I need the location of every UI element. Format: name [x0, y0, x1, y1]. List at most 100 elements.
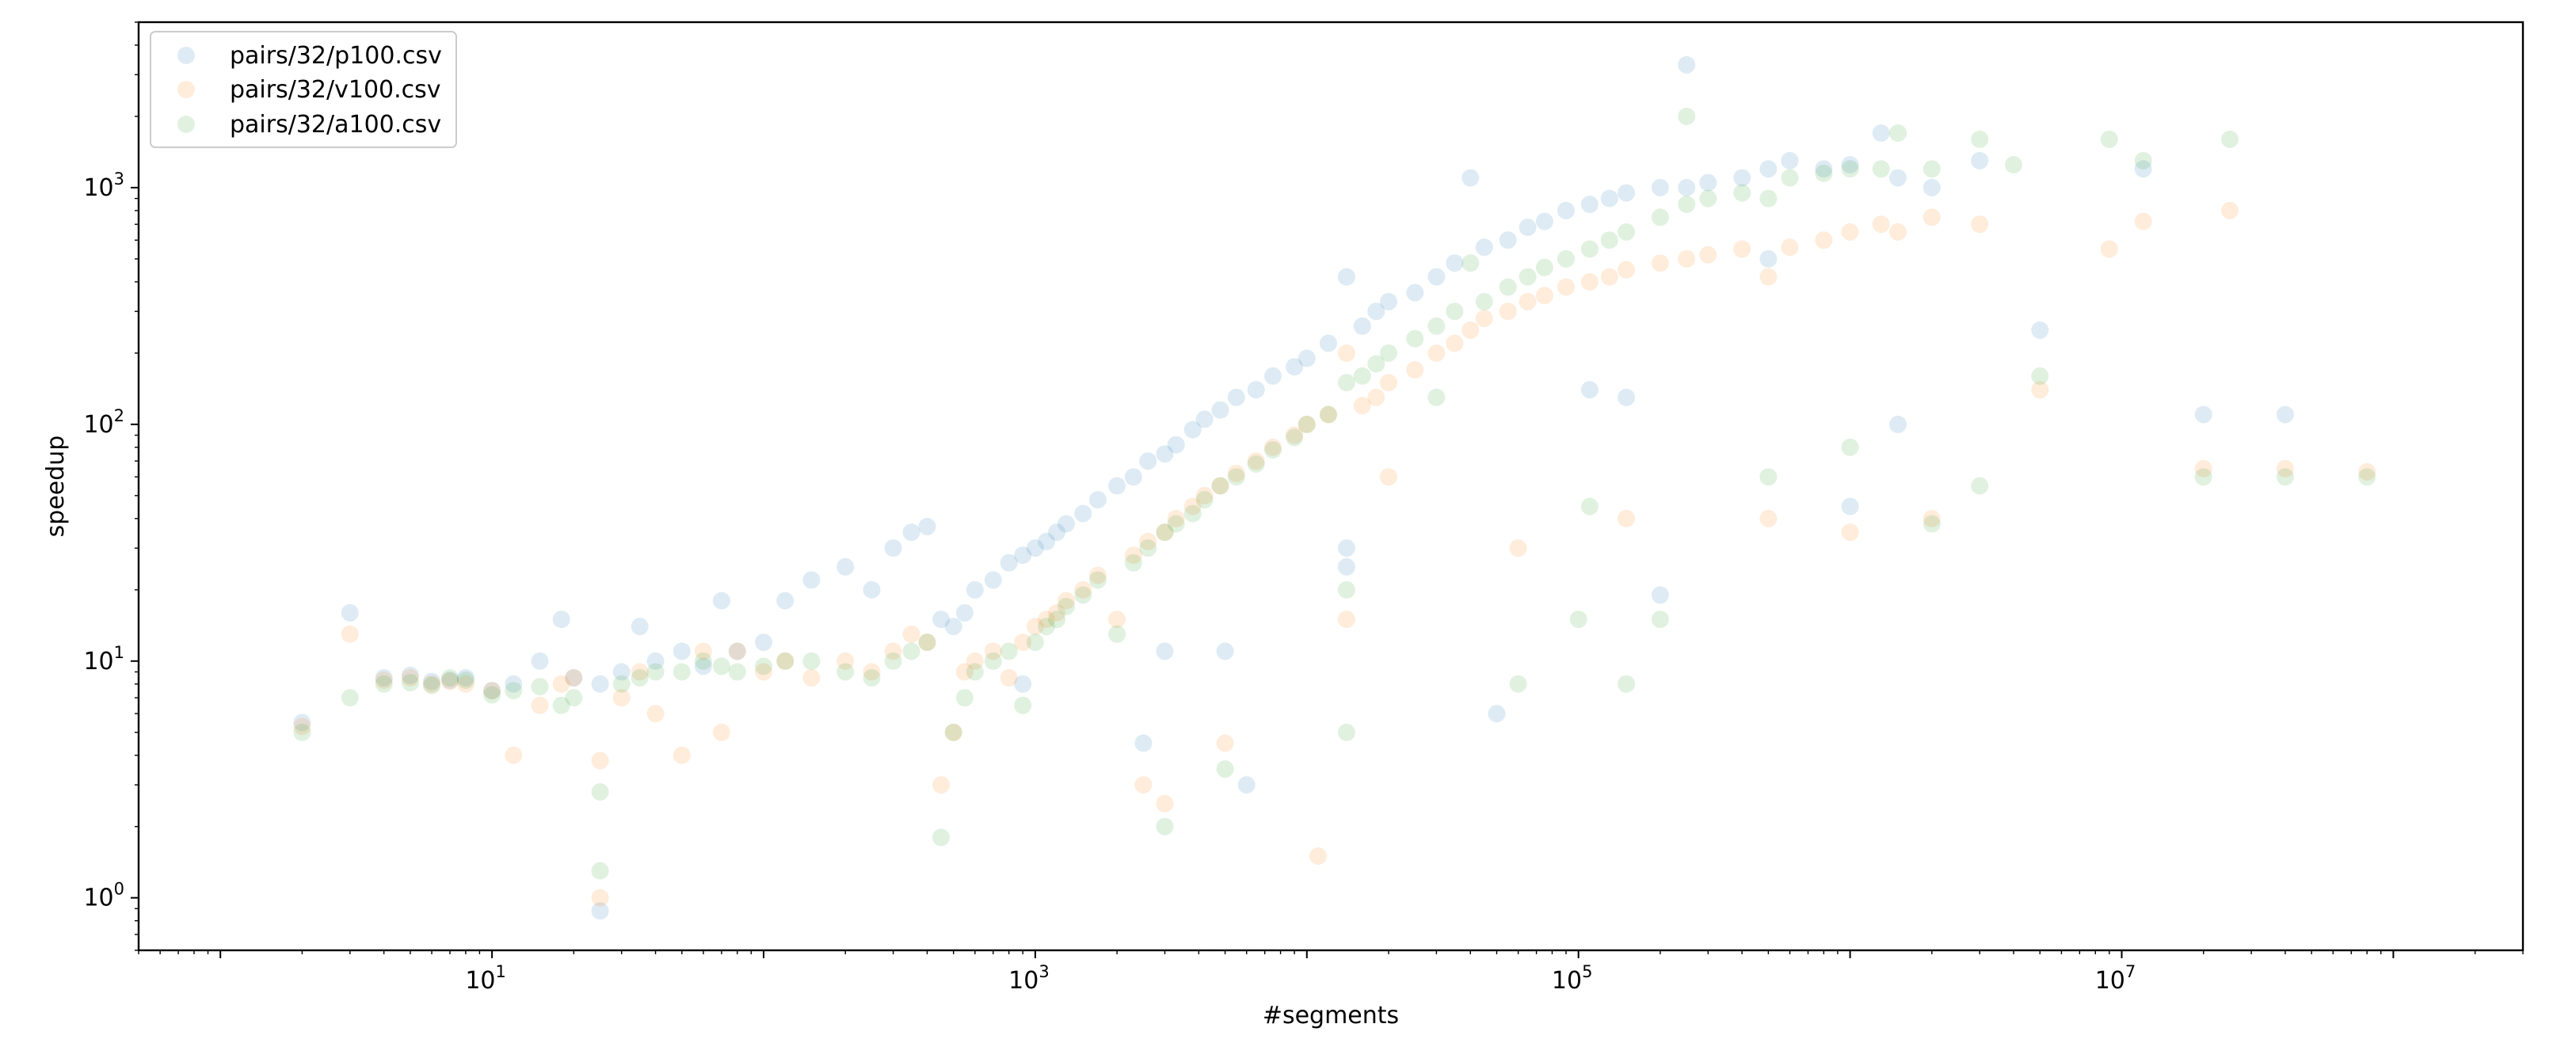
data-point-series-2	[2221, 130, 2239, 148]
data-point-series-2	[863, 668, 881, 687]
data-point-series-0	[1057, 515, 1075, 533]
data-point-series-0	[1014, 546, 1032, 565]
legend-marker-a100	[177, 116, 195, 133]
data-point-series-2	[1618, 223, 1636, 241]
data-point-series-2	[1227, 468, 1245, 486]
data-point-series-1	[1922, 208, 1941, 226]
data-point-series-0	[1446, 254, 1464, 272]
data-point-series-1	[1889, 223, 1907, 241]
data-point-series-2	[1580, 240, 1599, 258]
data-point-series-1	[2221, 201, 2239, 219]
data-point-series-2	[836, 663, 855, 681]
legend-label-a100: pairs/32/a100.csv	[230, 111, 441, 139]
data-point-series-2	[375, 675, 393, 693]
data-point-series-0	[1557, 201, 1575, 219]
data-point-series-0	[776, 592, 795, 610]
legend: pairs/32/p100.csv pairs/32/v100.csv pair…	[150, 31, 457, 148]
data-point-series-1	[1499, 303, 1517, 321]
data-point-series-2	[1108, 625, 1126, 643]
data-point-series-0	[2134, 160, 2152, 178]
data-point-series-2	[1156, 523, 1174, 542]
data-point-series-0	[441, 672, 459, 689]
data-point-series-1	[1427, 344, 1446, 362]
data-point-series-1	[1156, 794, 1174, 813]
data-point-series-1	[1227, 464, 1245, 482]
data-point-series-2	[1367, 355, 1385, 373]
data-point-series-2	[1038, 618, 1056, 636]
data-point-series-1	[375, 672, 393, 689]
data-point-series-1	[565, 668, 583, 687]
data-point-series-1	[1815, 231, 1833, 249]
data-point-series-1	[673, 746, 691, 764]
data-point-series-1	[2134, 212, 2152, 230]
data-point-series-0	[1678, 178, 1696, 196]
data-point-series-1	[423, 675, 440, 693]
data-point-series-1	[863, 663, 881, 681]
x-axis-label: #segments	[1263, 1002, 1399, 1029]
data-point-series-0	[1841, 497, 1859, 516]
data-point-series-2	[483, 686, 501, 704]
data-point-series-1	[694, 642, 712, 660]
data-point-series-1	[1139, 532, 1157, 550]
data-point-series-2	[712, 657, 730, 676]
data-point-series-2	[1211, 477, 1229, 495]
data-point-series-2	[1124, 554, 1142, 572]
data-point-series-2	[1088, 571, 1107, 589]
data-point-series-0	[1618, 388, 1636, 406]
data-point-series-1	[1320, 405, 1337, 424]
data-point-series-2	[1139, 539, 1157, 558]
data-point-series-2	[1156, 817, 1174, 835]
data-point-series-2	[1264, 441, 1282, 459]
data-point-series-1	[1618, 261, 1636, 279]
data-point-series-0	[1889, 415, 1907, 433]
data-point-series-2	[1889, 124, 1907, 142]
data-point-series-1	[1183, 497, 1202, 516]
data-point-series-1	[1872, 215, 1890, 234]
data-point-series-0	[932, 611, 950, 629]
data-point-series-2	[401, 674, 419, 692]
data-point-series-0	[902, 523, 920, 542]
data-point-series-2	[1167, 515, 1185, 533]
data-point-series-0	[1088, 491, 1107, 509]
data-point-series-1	[1216, 734, 1234, 752]
data-point-series-0	[918, 517, 936, 535]
data-point-series-1	[1000, 668, 1018, 687]
data-point-series-1	[1557, 278, 1575, 296]
data-point-series-1	[1446, 334, 1464, 352]
data-point-series-1	[1124, 546, 1142, 565]
points-layer	[293, 55, 2376, 920]
data-point-series-1	[1618, 509, 1636, 527]
data-point-series-0	[631, 618, 649, 636]
data-point-series-0	[1600, 189, 1618, 207]
data-point-series-0	[1000, 554, 1018, 572]
data-point-series-1	[1337, 344, 1355, 362]
data-point-series-2	[441, 668, 459, 687]
data-point-series-2	[1699, 189, 1717, 207]
data-point-series-2	[1519, 268, 1537, 286]
data-point-series-0	[1535, 212, 1553, 230]
data-point-series-2	[2194, 468, 2212, 486]
data-point-series-2	[2031, 367, 2049, 385]
data-point-series-0	[1678, 55, 1696, 74]
data-point-series-1	[1841, 223, 1859, 241]
x-tick-label: 105	[1552, 962, 1593, 995]
data-point-series-1	[1038, 611, 1056, 629]
data-point-series-1	[1580, 272, 1599, 291]
data-point-series-1	[1353, 397, 1371, 415]
data-point-series-2	[1841, 160, 1859, 178]
data-point-series-0	[1759, 249, 1778, 268]
data-point-series-1	[1461, 321, 1480, 339]
data-point-series-1	[1781, 238, 1799, 257]
data-point-series-1	[591, 752, 609, 770]
data-point-series-0	[2031, 321, 2049, 339]
data-point-series-2	[1841, 438, 1859, 456]
data-point-series-2	[1320, 405, 1337, 424]
data-point-series-1	[2276, 459, 2294, 478]
data-point-series-1	[1759, 509, 1778, 527]
data-point-series-2	[1286, 428, 1304, 447]
data-point-series-2	[1759, 468, 1778, 486]
data-point-series-2	[2358, 468, 2376, 486]
data-point-series-2	[728, 663, 746, 681]
data-point-series-0	[944, 618, 962, 636]
data-point-series-2	[1569, 611, 1587, 629]
